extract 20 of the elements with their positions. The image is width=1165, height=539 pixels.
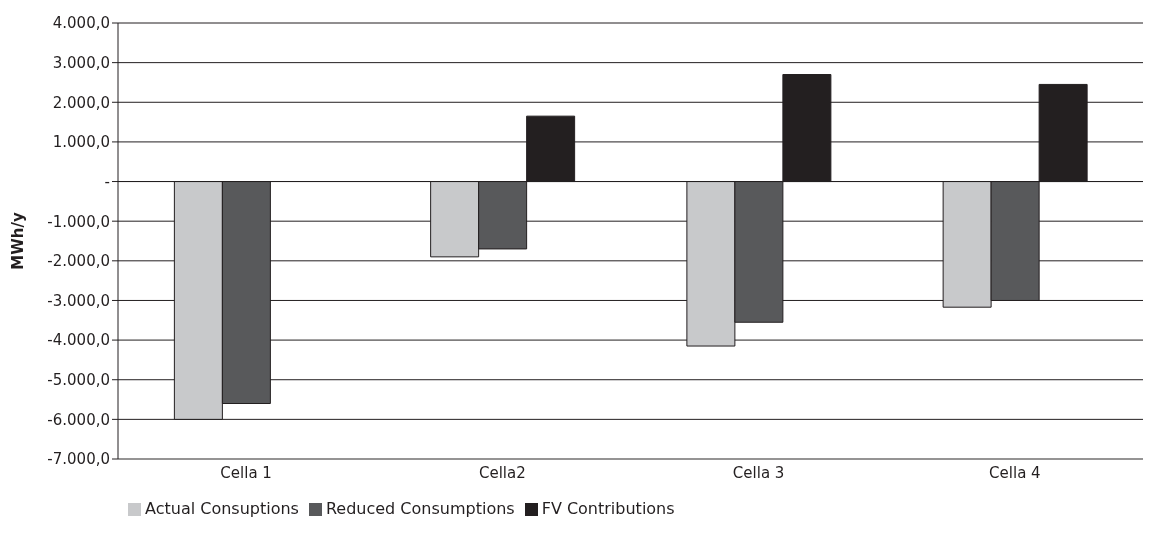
x-tick-label: Cella2: [478, 463, 526, 482]
x-tick-label: Cella 3: [732, 463, 785, 482]
y-tick-label: -6.000,0: [47, 410, 110, 429]
y-tick-label: -7.000,0: [47, 450, 110, 469]
x-tick-label: Cella 4: [989, 463, 1041, 482]
y-tick-label: -1.000,0: [47, 212, 110, 231]
x-tick-label: Cella 1: [220, 463, 272, 482]
legend-label: FV Contributions: [541, 499, 675, 518]
y-tick-label: -3.000,0: [47, 291, 110, 310]
y-tick-label: 4.000,0: [52, 14, 110, 33]
y-tick-label: 3.000,0: [52, 53, 110, 72]
legend-label: Actual Consuptions: [145, 499, 299, 518]
y-axis-title: MWh/y: [9, 212, 28, 270]
y-tick-label: -4.000,0: [47, 331, 110, 350]
y-tick-label: 1.000,0: [52, 133, 110, 152]
legend-label: Reduced Consumptions: [325, 499, 515, 518]
y-tick-label: -5.000,0: [47, 371, 110, 390]
y-tick-label: 2.000,0: [52, 93, 110, 112]
y-tick-label: -: [104, 172, 110, 191]
y-tick-label: -2.000,0: [47, 252, 110, 271]
